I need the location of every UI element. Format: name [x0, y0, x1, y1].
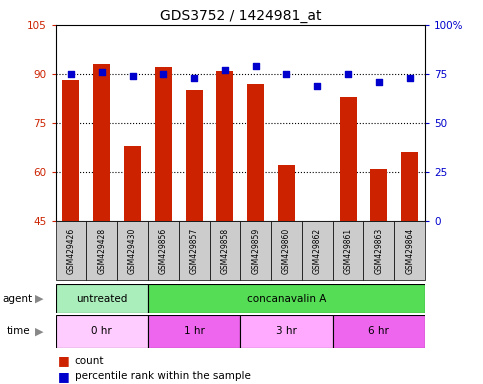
Title: GDS3752 / 1424981_at: GDS3752 / 1424981_at: [159, 8, 321, 23]
Text: 0 hr: 0 hr: [91, 326, 112, 336]
Bar: [247, 84, 264, 221]
Bar: [93, 64, 110, 221]
Text: ■: ■: [58, 370, 70, 383]
Bar: [401, 152, 418, 221]
Text: GSM429858: GSM429858: [220, 227, 229, 274]
Text: concanavalin A: concanavalin A: [247, 293, 326, 304]
Text: GSM429428: GSM429428: [97, 227, 106, 274]
Bar: [155, 68, 172, 221]
Bar: [62, 81, 79, 221]
Text: GSM429856: GSM429856: [159, 227, 168, 274]
Point: [128, 73, 136, 79]
Bar: [340, 97, 356, 221]
Bar: [56, 221, 86, 280]
Bar: [241, 315, 333, 348]
Bar: [124, 146, 141, 221]
Bar: [394, 221, 425, 280]
Text: 1 hr: 1 hr: [184, 326, 204, 336]
Text: untreated: untreated: [76, 293, 128, 304]
Text: GSM429426: GSM429426: [67, 227, 75, 274]
Bar: [179, 221, 210, 280]
Point: [221, 67, 229, 73]
Bar: [148, 284, 425, 313]
Point: [98, 69, 106, 75]
Bar: [148, 315, 241, 348]
Point: [190, 75, 198, 81]
Bar: [86, 221, 117, 280]
Bar: [370, 169, 387, 221]
Text: 3 hr: 3 hr: [276, 326, 297, 336]
Text: GSM429862: GSM429862: [313, 227, 322, 274]
Point: [406, 75, 413, 81]
Bar: [56, 315, 148, 348]
Point: [67, 71, 75, 77]
Text: ▶: ▶: [35, 293, 43, 304]
Text: GSM429857: GSM429857: [190, 227, 199, 274]
Text: GSM429861: GSM429861: [343, 227, 353, 274]
Point: [252, 63, 259, 69]
Text: GSM429860: GSM429860: [282, 227, 291, 274]
Point: [283, 71, 290, 77]
Text: ▶: ▶: [35, 326, 43, 336]
Point: [344, 71, 352, 77]
Bar: [210, 221, 240, 280]
Text: GSM429864: GSM429864: [405, 227, 414, 274]
Bar: [185, 90, 202, 221]
Point: [375, 79, 383, 85]
Bar: [240, 221, 271, 280]
Text: time: time: [6, 326, 30, 336]
Text: percentile rank within the sample: percentile rank within the sample: [75, 371, 251, 381]
Text: GSM429863: GSM429863: [374, 227, 384, 274]
Text: 6 hr: 6 hr: [369, 326, 389, 336]
Bar: [364, 221, 394, 280]
Bar: [216, 71, 233, 221]
Text: GSM429430: GSM429430: [128, 227, 137, 274]
Bar: [278, 166, 295, 221]
Point: [159, 71, 167, 77]
Text: agent: agent: [2, 293, 32, 304]
Text: ■: ■: [58, 354, 70, 367]
Bar: [148, 221, 179, 280]
Bar: [56, 284, 148, 313]
Bar: [271, 221, 302, 280]
Bar: [117, 221, 148, 280]
Bar: [309, 221, 326, 224]
Point: [313, 83, 321, 89]
Bar: [333, 315, 425, 348]
Text: count: count: [75, 356, 104, 366]
Bar: [302, 221, 333, 280]
Text: GSM429859: GSM429859: [251, 227, 260, 274]
Bar: [333, 221, 364, 280]
